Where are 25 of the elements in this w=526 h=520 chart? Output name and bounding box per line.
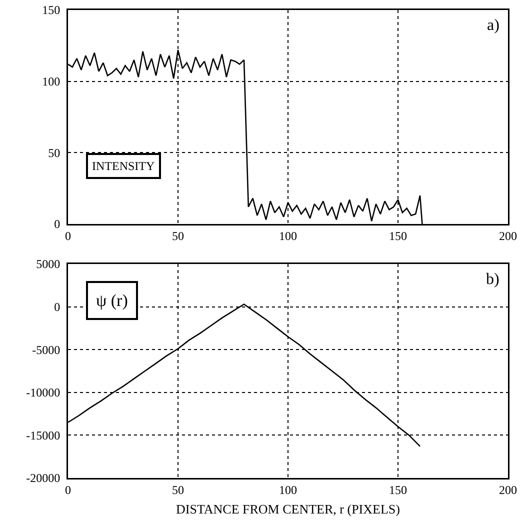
y-tick-label: -15000	[26, 428, 60, 442]
x-tick-label: 0	[65, 482, 71, 497]
y-tick-label: -5000	[32, 342, 60, 357]
annotation: b)	[486, 271, 500, 288]
y-tick-label: 0	[54, 217, 60, 232]
x-tick-label: 150	[389, 228, 407, 243]
y-tick-label: 150	[42, 3, 60, 18]
y-tick-label: 100	[42, 74, 60, 89]
y-tick-label: 5000	[36, 257, 60, 272]
annotation: a)	[487, 17, 500, 34]
x-tick-label: 150	[389, 482, 407, 497]
y-tick-label: -20000	[26, 471, 60, 486]
annotation: INTENSITY	[92, 159, 155, 173]
x-tick-label: 50	[172, 228, 184, 243]
annotation: ψ (r)	[96, 291, 128, 310]
x-tick-label: 200	[499, 482, 517, 497]
x-tick-label: 100	[279, 482, 297, 497]
y-tick-label: 50	[48, 146, 60, 160]
x-axis-title: DISTANCE FROM CENTER, r (PIXELS)	[176, 501, 400, 516]
x-tick-label: 0	[65, 228, 71, 243]
x-tick-label: 50	[172, 482, 184, 497]
y-tick-label: -10000	[26, 386, 60, 400]
y-tick-label: 0	[54, 300, 60, 314]
x-tick-label: 100	[279, 228, 297, 243]
x-tick-label: 200	[499, 228, 517, 243]
